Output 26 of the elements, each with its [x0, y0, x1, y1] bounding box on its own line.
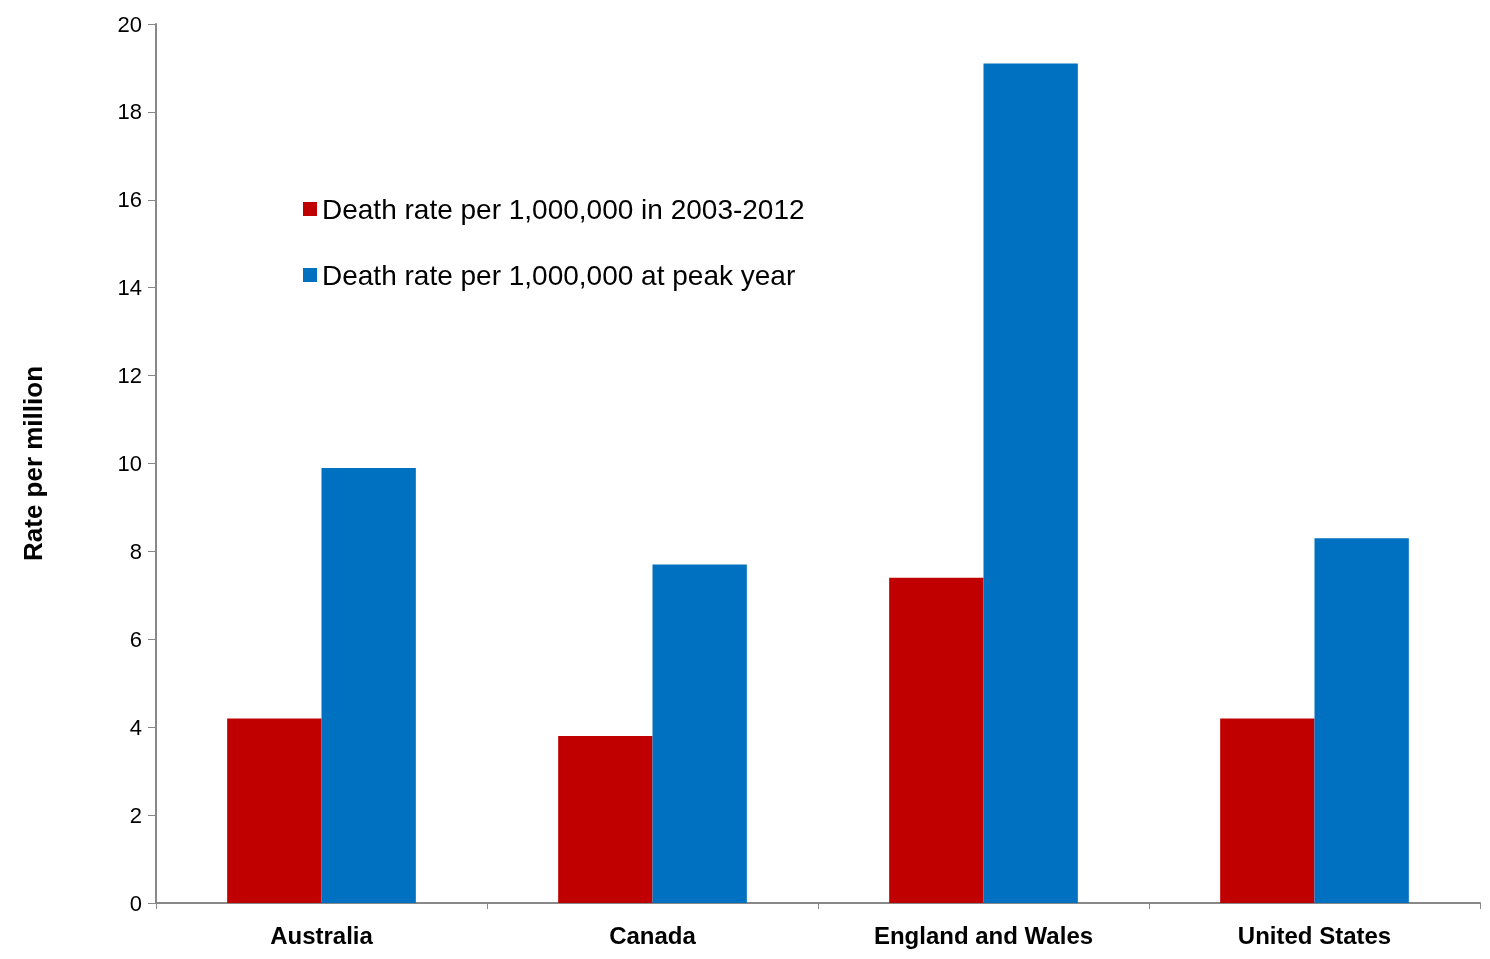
- x-tick-label: United States: [1237, 921, 1392, 949]
- x-tick-label: Canada: [609, 921, 697, 949]
- bar: [652, 564, 747, 903]
- bar: [1314, 538, 1409, 903]
- y-tick-label: 2: [129, 802, 142, 828]
- y-tick-label: 16: [117, 187, 142, 213]
- y-tick-label: 0: [129, 890, 142, 916]
- y-tick-label: 20: [117, 11, 142, 37]
- y-tick-label: 4: [129, 714, 142, 740]
- bar: [321, 467, 416, 903]
- bar: [1220, 718, 1315, 903]
- y-tick-label: 14: [117, 275, 142, 301]
- y-tick-label: 6: [129, 626, 142, 652]
- bar: [227, 718, 322, 903]
- bar: [889, 577, 984, 903]
- bar: [558, 735, 653, 903]
- bar: [983, 63, 1078, 903]
- legend-label: Death rate per 1,000,000 in 2003-2012: [322, 193, 805, 225]
- y-axis-title: Rate per million: [18, 365, 48, 562]
- y-tick-label: 8: [129, 538, 142, 564]
- y-tick-label: 10: [117, 451, 142, 476]
- legend-label: Death rate per 1,000,000 at peak year: [322, 259, 796, 291]
- y-tick-label: 18: [117, 99, 142, 125]
- x-tick-label: England and Wales: [873, 921, 1094, 949]
- y-tick-label: 12: [117, 363, 142, 389]
- x-tick-label: Australia: [270, 921, 374, 949]
